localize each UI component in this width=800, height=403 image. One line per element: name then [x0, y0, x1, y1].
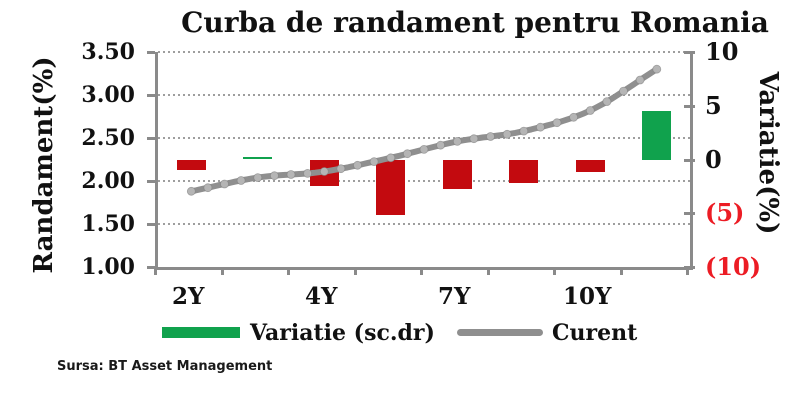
x-axis-tick-label: 2Y: [172, 283, 205, 310]
curve-marker: [452, 137, 462, 146]
left-axis-tick-label: 1.50: [81, 211, 135, 237]
source-note: Sursa: BT Asset Management: [57, 359, 273, 374]
right-axis-tick-mark: [684, 104, 695, 108]
legend-curent-swatch: [457, 329, 543, 336]
curve-marker: [386, 153, 396, 163]
gridline: [158, 223, 690, 225]
x-axis-tick-label: 4Y: [305, 283, 338, 310]
legend: Variatie (sc.dr) Curent: [155, 318, 695, 348]
plot-area: [155, 51, 693, 270]
curent-line-layer: [186, 64, 662, 196]
curve-marker: [519, 126, 529, 136]
left-axis-tick-mark: [147, 137, 155, 140]
left-axis-tick-mark: [147, 266, 155, 269]
legend-curent-label: Curent: [552, 320, 638, 346]
curve-marker: [535, 122, 545, 132]
right-axis-tick-label: 5: [705, 90, 722, 120]
right-axis-tick-label: (10): [705, 252, 762, 281]
curve-marker: [502, 129, 512, 139]
curve-marker: [635, 75, 645, 85]
left-axis-tick-mark: [147, 180, 155, 183]
curve-marker: [652, 64, 662, 74]
yield-curve-line: [188, 66, 660, 195]
x-axis-tick-mark: [619, 267, 623, 275]
left-axis-tick-label: 1.00: [81, 254, 135, 280]
left-axis-tick-mark: [147, 223, 155, 226]
curve-marker: [353, 160, 362, 170]
legend-variatie-swatch: [162, 327, 240, 338]
x-axis-tick-mark: [686, 267, 689, 275]
curve-marker: [203, 183, 213, 193]
curve-marker: [336, 164, 346, 174]
right-axis-tick-label: 0: [705, 144, 722, 174]
curve-marker: [552, 118, 562, 128]
x-axis-tick-mark: [220, 267, 224, 275]
curve-marker: [369, 157, 379, 166]
right-axis-tick-mark: [684, 158, 695, 162]
x-axis-tick-mark: [553, 267, 556, 275]
curve-marker: [619, 86, 628, 96]
curve-marker: [186, 186, 196, 196]
x-axis-tick-mark: [287, 267, 290, 275]
left-axis-label: Randament(%): [29, 56, 59, 274]
left-axis-tick-label: 2.00: [81, 168, 135, 194]
curve-marker: [486, 132, 495, 141]
x-axis-tick-mark: [486, 267, 490, 275]
left-axis-tick-mark: [147, 94, 155, 97]
left-axis-tick-mark: [147, 51, 155, 54]
gridline: [158, 51, 690, 53]
curve-marker: [270, 171, 279, 181]
curve-marker: [419, 145, 429, 154]
curve-marker: [253, 173, 263, 182]
curve-marker: [585, 106, 595, 115]
left-axis-tick-label: 3.00: [81, 82, 135, 108]
curve-marker: [469, 134, 479, 144]
variatie-bar: [442, 159, 472, 189]
left-axis-tick-label: 3.50: [81, 39, 135, 65]
right-axis-tick-mark: [684, 266, 695, 269]
left-axis-tick-label: 2.50: [81, 125, 135, 151]
right-axis-tick-mark: [684, 212, 695, 216]
right-axis-tick-mark: [684, 51, 695, 54]
curve-marker: [569, 112, 579, 122]
legend-variatie-label: Variatie (sc.dr): [250, 320, 435, 346]
curve-marker: [436, 140, 446, 150]
variatie-bar: [575, 159, 605, 173]
right-axis-tick-label: (5): [705, 198, 745, 228]
variatie-bar: [642, 111, 672, 160]
curve-marker: [286, 170, 296, 179]
variatie-bar: [176, 159, 206, 171]
gridline: [158, 180, 690, 182]
chart-title: Curba de randament pentru Romania: [181, 6, 769, 39]
x-axis-tick-mark: [353, 267, 357, 275]
variatie-bar: [243, 157, 273, 160]
x-axis-tick-label: 7Y: [438, 283, 471, 310]
gridline: [158, 137, 690, 139]
curve-marker: [236, 176, 246, 185]
right-axis-tick-label: 10: [705, 37, 739, 66]
variatie-bar: [376, 159, 406, 216]
curve-marker: [303, 169, 313, 178]
curve-marker: [319, 167, 329, 176]
x-axis-tick-label: 10Y: [563, 283, 612, 310]
curve-marker: [602, 97, 612, 106]
gridline: [158, 94, 690, 96]
x-axis-tick-mark: [154, 267, 157, 275]
variatie-bar: [509, 159, 539, 184]
curve-marker: [220, 179, 229, 189]
curve-marker: [402, 149, 412, 159]
x-axis-tick-mark: [420, 267, 423, 275]
